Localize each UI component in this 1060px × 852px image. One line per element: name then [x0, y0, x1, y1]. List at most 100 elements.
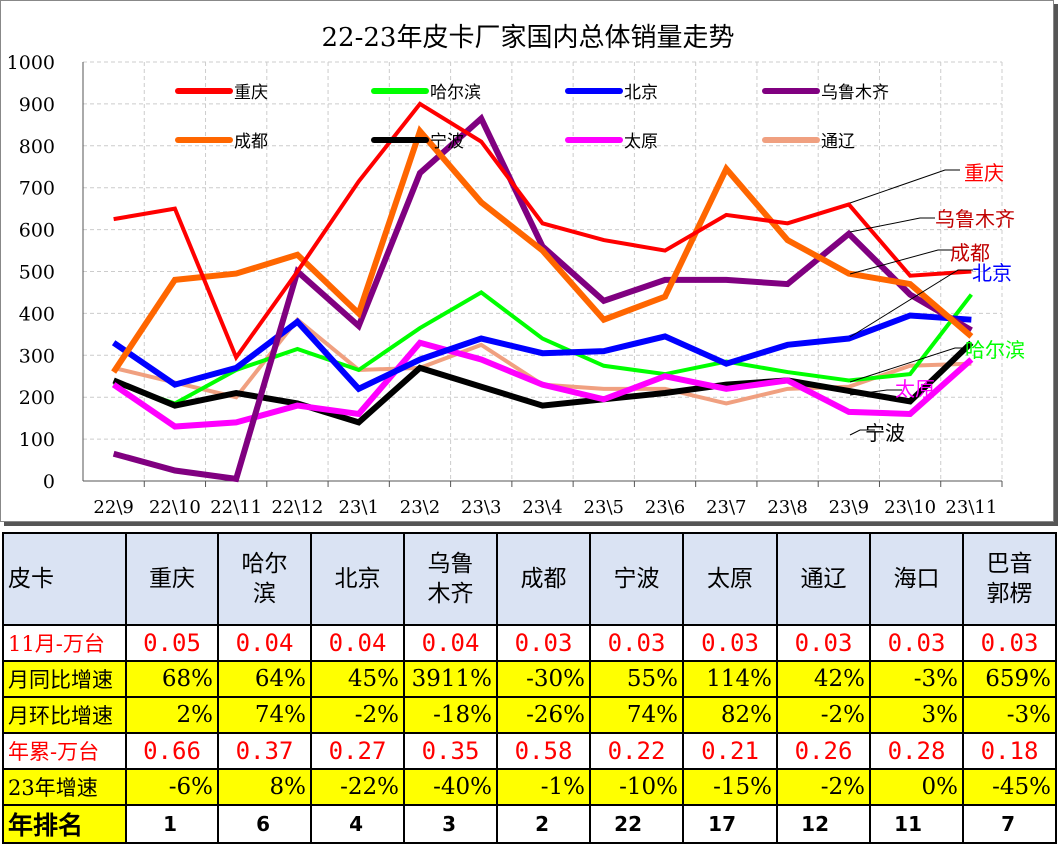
table-cell: -26% [496, 696, 591, 734]
table-cell: -40% [403, 768, 498, 806]
table-cell: 114% [682, 660, 778, 698]
legend-label: 太原 [624, 132, 658, 152]
y-tick-label: 400 [19, 303, 55, 325]
y-tick-label: 200 [19, 387, 55, 409]
leader-line [849, 429, 875, 436]
series-line-3 [112, 113, 973, 483]
y-tick-label: 500 [19, 262, 55, 284]
series-annotation: 哈尔滨 [965, 338, 1025, 362]
table-cell: 74% [217, 696, 312, 734]
table-cell: 6 [217, 804, 312, 844]
series-annotation: 北京 [972, 261, 1012, 285]
x-tick-label: 23\2 [400, 497, 440, 518]
chart-title: 22-23年皮卡厂家国内总体销量走势 [322, 23, 735, 53]
table-cell: -45% [962, 768, 1057, 806]
row-label: 年排名 [2, 804, 127, 844]
legend-label: 乌鲁木齐 [821, 83, 889, 103]
table-cell: 22 [589, 804, 684, 844]
table-cell: 0.26 [776, 732, 871, 770]
table-cell: 0.35 [403, 732, 498, 770]
row-label: 23年增速 [2, 768, 127, 806]
table-cell: 64% [217, 660, 312, 698]
header-cell: 巴音郭楞 [962, 532, 1057, 626]
table-cell: 0.03 [589, 624, 684, 662]
table-cell: -3% [869, 660, 964, 698]
y-tick-label: 700 [19, 178, 55, 200]
legend-label: 哈尔滨 [430, 83, 481, 103]
x-tick-label: 23\7 [706, 497, 746, 518]
table-cell: 0.37 [217, 732, 312, 770]
table-cell: 82% [682, 696, 778, 734]
table-cell: 8% [217, 768, 312, 806]
table-cell: 42% [776, 660, 871, 698]
table-row: 年排名 1 6 4 3 2 22 17 12 11 7 [2, 804, 1057, 844]
header-cell: 重庆 [125, 532, 219, 626]
x-tick-label: 23\1 [338, 497, 378, 518]
table-cell: 0.03 [496, 624, 591, 662]
y-tick-label: 300 [19, 345, 55, 367]
x-tick-label: 22\9 [93, 497, 133, 518]
table-cell: 659% [962, 660, 1057, 698]
table-cell: 55% [589, 660, 684, 698]
table-cell: 0.05 [125, 624, 219, 662]
row-label: 年累-万台 [2, 732, 127, 770]
table-cell: 3 [403, 804, 498, 844]
x-tick-label: 23\6 [645, 497, 685, 518]
table-cell: 74% [589, 696, 684, 734]
series-annotation: 太原 [895, 377, 935, 401]
table-cell: -1% [496, 768, 591, 806]
x-tick-label: 23\11 [945, 497, 997, 518]
table-row: 11月-万台 0.05 0.04 0.04 0.04 0.03 0.03 0.03 0.03 0.… [2, 624, 1057, 662]
x-tick-label: 23\3 [461, 497, 501, 518]
table-cell: 0.03 [962, 624, 1057, 662]
table-cell: 68% [125, 660, 219, 698]
header-cell: 海口 [869, 532, 964, 626]
table-cell: 7 [962, 804, 1057, 844]
table-cell: 0.22 [589, 732, 684, 770]
table-cell: 0% [869, 768, 964, 806]
series-annotation: 宁波 [865, 421, 905, 445]
legend-label: 通辽 [821, 132, 855, 152]
y-tick-label: 1000 [7, 52, 55, 74]
table-cell: 0.03 [682, 624, 778, 662]
y-tick-label: 800 [19, 136, 55, 158]
header-cell: 乌鲁木齐 [403, 532, 498, 626]
table-cell: 12 [776, 804, 871, 844]
table-cell: 2% [125, 696, 219, 734]
series-annotation: 成都 [950, 241, 990, 265]
table-cell: 0.27 [310, 732, 405, 770]
table-cell: 0.04 [217, 624, 312, 662]
series-annotation: 重庆 [964, 161, 1004, 185]
table-cell: 45% [310, 660, 405, 698]
row-label: 月同比增速 [2, 660, 127, 698]
y-tick-label: 100 [19, 429, 55, 451]
table-cell: 4 [310, 804, 405, 844]
table-row: 年累-万台 0.66 0.37 0.27 0.35 0.58 0.22 0.21 0.26 0.2… [2, 732, 1057, 770]
table-cell: 1 [125, 804, 219, 844]
table-cell: 2 [496, 804, 591, 844]
header-cell: 通辽 [776, 532, 871, 626]
leader-line [849, 389, 902, 396]
legend-label: 宁波 [430, 132, 464, 152]
table-header-row: 皮卡 重庆 哈尔滨 北京 乌鲁木齐 成都 宁波 太原 通辽 海口 巴音郭楞 [2, 532, 1057, 626]
legend-label: 北京 [624, 83, 658, 103]
table-row: 23年增速 -6% 8% -22% -40% -1% -10% -15% -2% 0% -45% [2, 768, 1057, 806]
table-cell: 11 [869, 804, 964, 844]
table-cell: 0.03 [869, 624, 964, 662]
data-table: 皮卡 重庆 哈尔滨 北京 乌鲁木齐 成都 宁波 太原 通辽 海口 巴音郭楞 11月-万台 0.05 0.0… [2, 532, 1057, 844]
x-tick-label: 22\10 [149, 497, 201, 518]
leader-line [849, 169, 960, 204]
row-label: 月环比增速 [2, 696, 127, 734]
series-line-4 [111, 125, 974, 374]
header-cell: 太原 [682, 532, 778, 626]
leader-line [849, 347, 970, 383]
line-chart: 22-23年皮卡厂家国内总体销量走势 0 100 200 300 400 500 600 70… [7, 23, 1025, 518]
table-cell: -2% [310, 696, 405, 734]
table-cell: -22% [310, 768, 405, 806]
x-tick-label: 23\8 [767, 497, 807, 518]
header-cell: 宁波 [589, 532, 684, 626]
table-cell: -2% [776, 696, 871, 734]
x-tick-label: 23\10 [884, 497, 936, 518]
x-tick-label: 23\9 [829, 497, 869, 518]
table-cell: 0.03 [776, 624, 871, 662]
